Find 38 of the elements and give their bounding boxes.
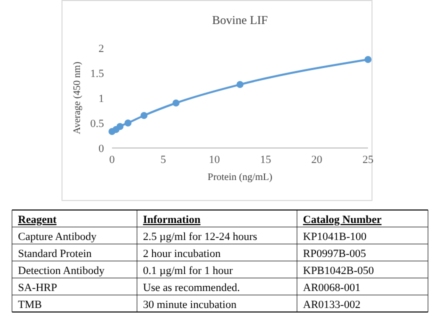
point bbox=[364, 56, 372, 63]
y-tick-label: 1 bbox=[98, 93, 104, 105]
chart-title: Bovine LIF bbox=[212, 13, 268, 27]
point bbox=[116, 123, 124, 130]
y-axis-title: Average (450 nm) bbox=[72, 62, 83, 134]
text: Use as recommended. bbox=[143, 282, 240, 294]
x-tick-label: 15 bbox=[260, 154, 272, 166]
text: AR0133-002 bbox=[303, 299, 360, 311]
text: 30 minute incubation bbox=[143, 299, 237, 311]
text: AR0068-001 bbox=[303, 282, 360, 294]
text: 2.5 µg/ml for 12-24 hours bbox=[143, 231, 258, 243]
text: KPB1042B-050 bbox=[303, 265, 374, 277]
point bbox=[124, 120, 132, 126]
text: 0.1 µg/ml for 1 hour bbox=[143, 265, 234, 277]
text: Information bbox=[143, 214, 200, 226]
point bbox=[140, 112, 148, 119]
text: Standard Protein bbox=[18, 248, 92, 260]
y-tick-label: 0.5 bbox=[90, 118, 104, 130]
text: RP0997B-005 bbox=[303, 248, 366, 260]
text: SA-HRP bbox=[18, 282, 58, 294]
x-tick-label: 0 bbox=[109, 154, 116, 166]
x-axis-title: Protein (ng/mL) bbox=[208, 172, 272, 183]
text: Detection Antibody bbox=[18, 265, 105, 277]
y-tick-label: 0 bbox=[98, 143, 104, 155]
text: Capture Antibody bbox=[18, 231, 98, 243]
text: Catalog Number bbox=[303, 214, 382, 226]
text: Reagent bbox=[18, 214, 57, 226]
text: 2 hour incubation bbox=[143, 248, 222, 260]
y-tick-label: 2 bbox=[98, 43, 104, 55]
x-tick-label: 25 bbox=[362, 154, 374, 166]
point bbox=[172, 100, 180, 106]
x-tick-label: 5 bbox=[160, 154, 166, 166]
point bbox=[236, 81, 244, 88]
x-tick-label: 10 bbox=[208, 154, 220, 166]
text: KP1041B-100 bbox=[303, 231, 368, 243]
text: TMB bbox=[18, 299, 42, 311]
x-tick-label: 20 bbox=[311, 154, 323, 166]
y-tick-label: 1.5 bbox=[90, 68, 104, 80]
